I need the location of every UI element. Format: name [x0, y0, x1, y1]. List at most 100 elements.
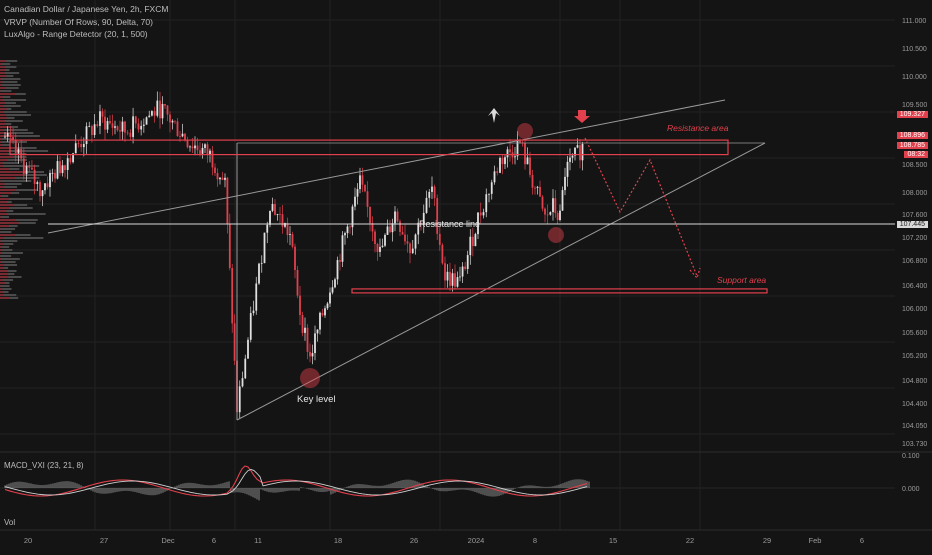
candle-body [146, 117, 148, 124]
candle-body [86, 126, 88, 144]
candle-body [549, 212, 551, 215]
candle-body [488, 194, 490, 195]
candle-body [494, 171, 496, 182]
candle-body [114, 126, 116, 128]
candle-body [47, 183, 49, 187]
candle-body [364, 185, 366, 192]
candle-body [67, 158, 69, 170]
candle-body [132, 116, 134, 137]
candle-body [112, 123, 114, 128]
volume-profile-bar [0, 231, 11, 233]
volume-profile-bar-sell [0, 81, 2, 83]
candle-body [389, 226, 391, 232]
volume-profile-bar-sell [0, 96, 3, 98]
candle-body [96, 124, 98, 126]
candle-body [374, 232, 376, 244]
candle-body [532, 175, 534, 188]
key-level-marker [300, 368, 320, 388]
candle-body [529, 157, 531, 174]
candle-body [332, 287, 334, 292]
volume-profile-bar-sell [0, 237, 4, 239]
candle-body [242, 378, 244, 386]
price-tag-low: 107.445 [897, 221, 928, 228]
volume-profile-bar-sell [0, 213, 7, 215]
vrvp-indicator-label[interactable]: VRVP (Number Of Rows, 90, Delta, 70) [4, 17, 153, 27]
candle-body [502, 158, 504, 164]
volume-profile-bar-sell [0, 189, 16, 191]
candle-body [148, 116, 150, 118]
candle-body [62, 165, 64, 173]
macd-indicator-label[interactable]: MACD_VXI (23, 21, 8) [4, 461, 84, 470]
volume-profile-bar-sell [0, 234, 15, 236]
candle-body [42, 190, 44, 196]
candle-body [9, 133, 11, 137]
candle-body [217, 173, 219, 179]
candle-body [452, 273, 454, 286]
price-axis-tick: 105.200 [902, 353, 927, 360]
candle-body [382, 246, 384, 247]
volume-profile-bar-sell [0, 246, 2, 248]
volume-profile-bar-sell [0, 219, 16, 221]
candle-body [143, 125, 145, 126]
candle-body [527, 157, 529, 164]
candle-body [69, 158, 71, 162]
volume-profile-bar-sell [0, 66, 5, 68]
candle-body [569, 158, 571, 162]
volume-profile-bar-sell [0, 276, 8, 278]
key-level-label: Key level [297, 394, 336, 405]
candle-body [337, 260, 339, 279]
candle-body [369, 207, 371, 223]
volume-profile-bar-sell [0, 198, 9, 200]
price-axis-tick: 110.000 [902, 74, 927, 81]
candle-body [299, 296, 301, 315]
price-axis-tick: 111.000 [902, 18, 926, 25]
candle-body [247, 340, 249, 359]
candle-body [282, 214, 284, 227]
candle-body [407, 241, 409, 243]
volume-profile-bar-sell [0, 204, 14, 206]
candle-body [12, 137, 14, 140]
candle-body [289, 234, 291, 235]
price-tag-countdown: 08:32 [904, 151, 928, 158]
volume-profile-bar-sell [0, 210, 6, 212]
volume-profile-bar [0, 228, 15, 230]
candle-body [564, 177, 566, 190]
candle-body [464, 267, 466, 269]
candle-body [504, 157, 506, 164]
candle-body [582, 144, 584, 160]
candle-body [122, 122, 124, 132]
candle-body [339, 260, 341, 262]
candle-body [324, 308, 326, 315]
volume-indicator-label[interactable]: Vol [4, 518, 15, 527]
volume-profile-bar-sell [0, 165, 3, 167]
candle-body [347, 226, 349, 233]
candle-body [159, 101, 161, 119]
time-axis-tick: 18 [334, 536, 342, 545]
volume-profile-bar-sell [0, 93, 15, 95]
volume-profile-bar-sell [0, 240, 1, 242]
candle-body [44, 183, 46, 190]
volume-profile-bar-sell [0, 294, 4, 296]
time-axis-tick: 15 [609, 536, 617, 545]
candle-body [472, 237, 474, 246]
candle-body [554, 198, 556, 213]
candle-body [274, 204, 276, 215]
volume-profile-bar-sell [0, 249, 2, 251]
price-axis-tick: 106.400 [902, 283, 927, 290]
candle-body [59, 161, 61, 173]
candle-body [312, 353, 314, 356]
volume-profile-bar [0, 240, 17, 242]
candle-body [444, 263, 446, 280]
volume-profile-bar-sell [0, 123, 6, 125]
volume-profile-bar [0, 252, 23, 254]
volume-profile-bar-sell [0, 75, 6, 77]
candle-body [415, 235, 417, 249]
candle-body [57, 161, 59, 178]
luxalgo-indicator-label[interactable]: LuxAlgo - Range Detector (20, 1, 500) [4, 29, 148, 39]
candle-body [467, 255, 469, 269]
candle-body [459, 277, 461, 278]
symbol-title[interactable]: Canadian Dollar / Japanese Yen, 2h, FXCM [4, 4, 168, 14]
candle-body [434, 187, 436, 198]
candle-body [354, 197, 356, 207]
